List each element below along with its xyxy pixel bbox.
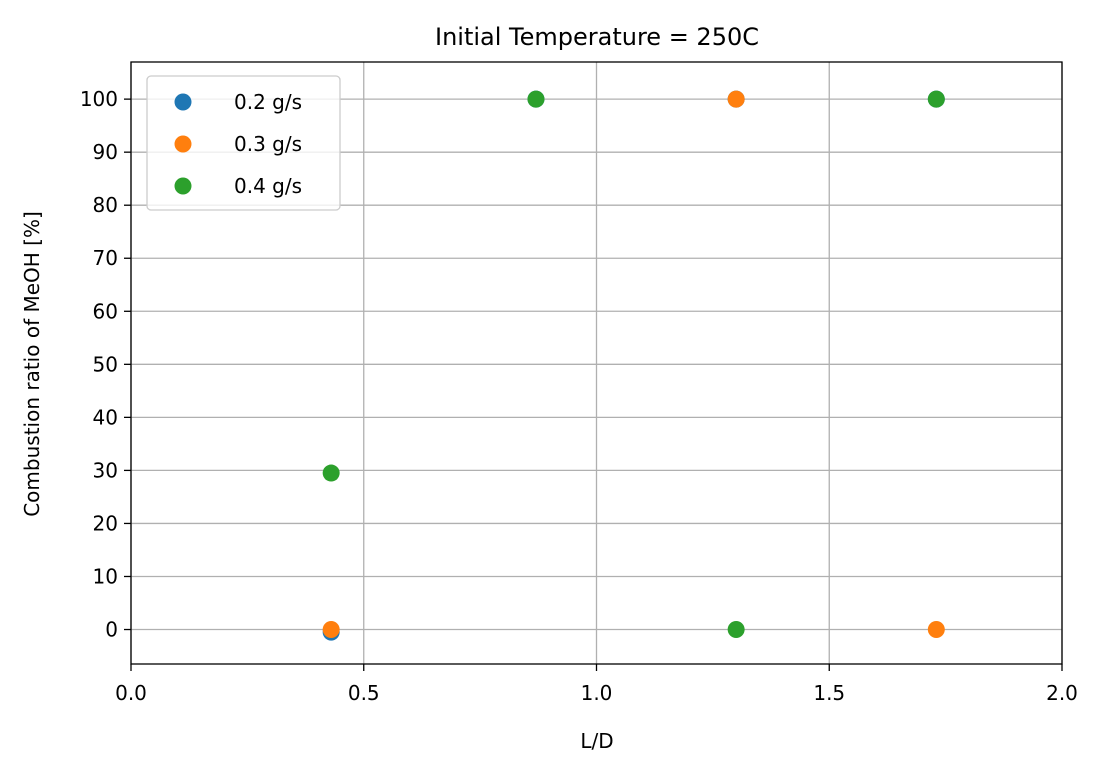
- y-axis-label: Combustion ratio of MeOH [%]: [20, 211, 44, 517]
- y-tick-label: 90: [93, 140, 118, 164]
- legend-marker: [174, 93, 192, 111]
- legend-marker: [174, 177, 192, 195]
- x-axis-ticks: 0.0 0.5 1.0 1.5 2.0: [115, 664, 1078, 705]
- legend-label: 0.2 g/s: [234, 90, 302, 114]
- y-tick-label: 60: [93, 299, 118, 323]
- legend: 0.2 g/s 0.3 g/s 0.4 g/s: [146, 75, 341, 211]
- y-tick-label: 100: [80, 87, 118, 111]
- legend-label: 0.4 g/s: [234, 174, 302, 198]
- legend-marker: [174, 135, 192, 153]
- x-tick-label: 1.0: [581, 681, 613, 705]
- data-point: [322, 464, 340, 482]
- x-tick-label: 0.0: [115, 681, 147, 705]
- y-tick-label: 50: [93, 352, 118, 376]
- y-tick-label: 10: [93, 564, 118, 588]
- data-point: [727, 621, 745, 639]
- y-axis-ticks: 0 10 20 30 40 50 60 70 80 90 100: [80, 87, 131, 642]
- x-tick-label: 0.5: [348, 681, 380, 705]
- x-axis-label: L/D: [580, 729, 613, 753]
- x-tick-label: 1.5: [813, 681, 845, 705]
- y-tick-label: 70: [93, 246, 118, 270]
- chart-title: Initial Temperature = 250C: [435, 23, 759, 51]
- y-tick-label: 30: [93, 458, 118, 482]
- data-points: [322, 90, 945, 641]
- y-tick-label: 0: [105, 618, 118, 642]
- data-point: [527, 90, 545, 108]
- x-tick-label: 2.0: [1046, 681, 1078, 705]
- legend-items: 0.2 g/s 0.3 g/s 0.4 g/s: [174, 90, 302, 198]
- data-point: [727, 90, 745, 108]
- legend-label: 0.3 g/s: [234, 132, 302, 156]
- data-point: [927, 621, 945, 639]
- y-tick-label: 40: [93, 405, 118, 429]
- y-tick-label: 80: [93, 193, 118, 217]
- data-point: [927, 90, 945, 108]
- y-tick-label: 20: [93, 511, 118, 535]
- legend-box: [146, 75, 341, 211]
- data-point: [322, 621, 340, 639]
